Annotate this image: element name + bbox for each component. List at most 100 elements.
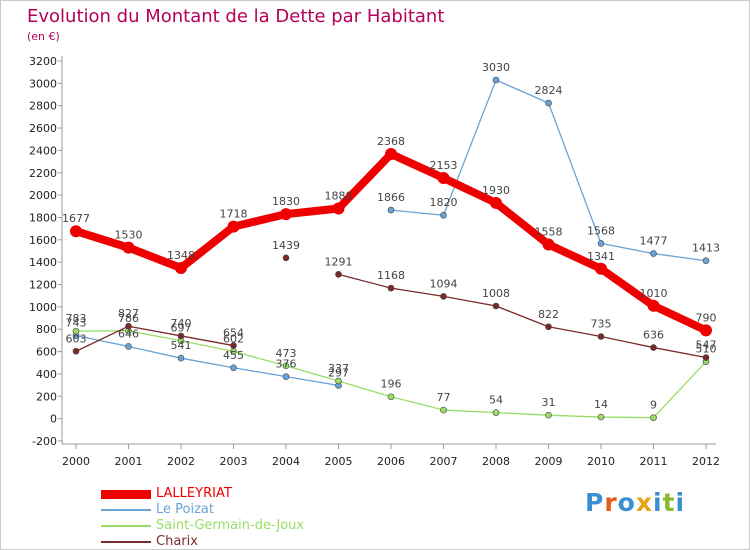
data-label: 602 [223, 332, 244, 345]
series-line-segment [285, 375, 340, 387]
series-line-segment [72, 227, 133, 252]
data-point [597, 333, 605, 340]
legend-label: Charix [156, 534, 198, 549]
y-tick-label: 3200 [29, 55, 57, 68]
series-line-segment [495, 411, 550, 416]
data-label: 14 [594, 398, 608, 411]
data-point [230, 364, 237, 372]
series-line-segment [600, 416, 655, 419]
data-point [72, 347, 80, 355]
data-label: 654 [223, 327, 244, 340]
logo-letter: x [635, 488, 653, 517]
data-label: 783 [66, 312, 87, 325]
x-tick-label: 2011 [640, 455, 668, 468]
series-line-segment [600, 242, 655, 255]
data-point [387, 206, 395, 214]
data-label: 77 [437, 391, 451, 404]
series-line-segment [75, 325, 130, 352]
data-point [387, 393, 395, 401]
x-tick-label: 2004 [272, 455, 300, 468]
data-label: 697 [171, 322, 192, 335]
data-label: 1677 [62, 212, 90, 225]
data-point [335, 377, 342, 385]
data-label: 1439 [272, 239, 300, 252]
y-tick-label: -200 [32, 435, 57, 448]
data-point [440, 293, 447, 300]
data-label: 1010 [640, 287, 668, 300]
series-line-segment [285, 365, 340, 382]
x-tick-label: 2002 [167, 455, 195, 468]
data-point [335, 271, 342, 278]
data-label: 31 [542, 396, 556, 409]
series-line-segment [547, 326, 602, 338]
data-point [440, 211, 447, 219]
logo-letter: o [617, 488, 636, 517]
series-line-segment [75, 334, 130, 348]
data-label: 1930 [482, 184, 510, 197]
data-point [387, 284, 395, 292]
data-label: 1866 [377, 191, 405, 204]
data-label: 3030 [482, 61, 510, 74]
series-line-segment [652, 346, 707, 359]
data-label: 1880 [325, 190, 353, 203]
data-label: 1477 [640, 235, 668, 248]
series-line-segment [442, 79, 497, 216]
series-line-segment [180, 340, 235, 353]
data-label: 1820 [430, 196, 458, 209]
data-point [177, 332, 185, 340]
data-point [282, 362, 290, 370]
chart-title: Evolution du Montant de la Dette par Hab… [27, 6, 445, 27]
legend-label: Saint-Germain-de-Joux [156, 518, 305, 533]
logo-letter: i [675, 488, 686, 517]
data-point [282, 254, 290, 262]
data-point [490, 196, 502, 209]
data-point [280, 208, 292, 221]
data-label: 2368 [377, 135, 405, 148]
data-label: 297 [328, 366, 349, 379]
data-point [650, 250, 657, 257]
series-line-segment [439, 174, 500, 207]
series-line-segment [180, 357, 235, 369]
logo-letter: r [604, 488, 618, 517]
data-point [437, 172, 450, 185]
data-point [700, 324, 712, 337]
data-label: 827 [118, 307, 139, 320]
data-label: 1348 [167, 249, 195, 262]
series-line-segment [232, 367, 287, 378]
data-point [492, 409, 500, 416]
data-point [545, 411, 552, 419]
series-line-segment [334, 149, 395, 213]
series-line-segment [547, 414, 602, 418]
y-tick-label: 2800 [29, 100, 57, 113]
data-point [227, 220, 240, 233]
chart-subtitle: (en €) [27, 30, 60, 43]
x-tick-label: 2007 [430, 455, 458, 468]
data-label: 9 [650, 399, 657, 412]
data-label: 646 [118, 327, 139, 340]
data-label: 473 [276, 347, 297, 360]
data-label: 1718 [220, 208, 248, 221]
series-line-segment [442, 409, 497, 414]
logo-letter: P [585, 488, 605, 517]
series-line-segment [127, 345, 182, 359]
data-label: 735 [591, 318, 612, 331]
y-tick-label: 600 [36, 346, 57, 359]
data-point [125, 343, 132, 350]
series-line-segment [544, 240, 605, 273]
data-point [492, 302, 500, 310]
data-label: 743 [66, 317, 87, 330]
y-tick-label: 0 [50, 413, 57, 426]
y-tick-label: 1200 [29, 279, 57, 292]
x-tick-label: 2006 [377, 455, 405, 468]
y-tick-label: 2200 [29, 167, 57, 180]
data-label: 603 [66, 332, 87, 345]
data-point [597, 240, 605, 247]
series-line-segment [124, 243, 185, 272]
series-line-segment [597, 264, 658, 310]
x-tick-label: 2000 [62, 455, 90, 468]
data-label: 2824 [535, 84, 563, 97]
legend-swatch [101, 509, 151, 511]
series-line-segment [492, 198, 553, 249]
data-label: 740 [171, 317, 192, 330]
